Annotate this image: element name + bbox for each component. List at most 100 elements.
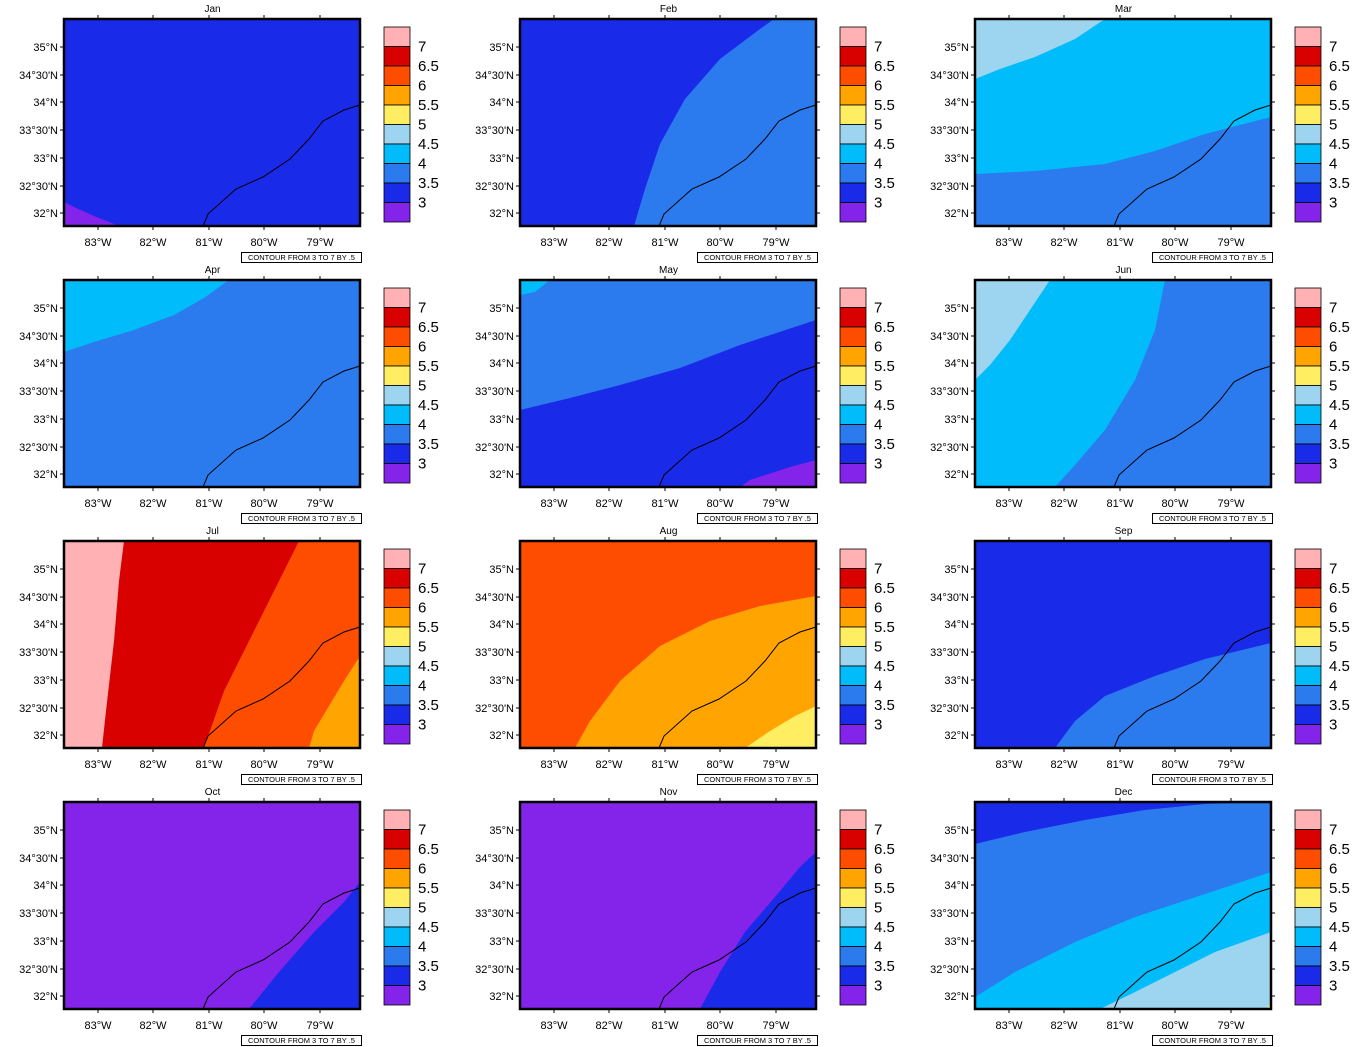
lat-label: 32°30'N: [19, 442, 58, 454]
lat-label: 33°30'N: [475, 386, 514, 398]
map-panel-mar: Mar 35°N 34°30'N 34°N 33°30'N 33°N 32°30'N 32°N…: [911, 0, 1365, 263]
colorbar-box-c6_5: [839, 587, 867, 608]
colorbar-label: 6: [418, 339, 426, 356]
lon-label: 81°W: [195, 759, 223, 771]
lat-label: 32°N: [489, 730, 514, 742]
lon-label: 82°W: [139, 498, 167, 510]
colorbar-box-c3: [1294, 724, 1322, 745]
colorbar-box-c5: [383, 907, 411, 928]
colorbar-box-c6_5: [839, 848, 867, 869]
lat-label: 33°N: [33, 414, 58, 426]
lat-label: 34°30'N: [19, 331, 58, 343]
colorbar-label: 6: [418, 600, 426, 617]
colorbar-box-c6_5: [383, 848, 411, 869]
colorbar-label: 3: [418, 456, 426, 473]
colorbar-label: 6: [1329, 339, 1337, 356]
lon-label: 83°W: [84, 237, 112, 249]
contour-info-box: CONTOUR FROM 3 TO 7 BY .5: [1152, 252, 1273, 263]
lat-label: 33°N: [944, 153, 969, 165]
colorbar-box-c3_5: [1294, 704, 1322, 725]
colorbar-box-c7: [1294, 829, 1322, 850]
lat-label: 35°N: [33, 825, 58, 837]
lon-label: 83°W: [540, 498, 568, 510]
map-fields: [520, 280, 817, 488]
colorbar-box-c5_5: [1294, 365, 1322, 386]
lon-label: 83°W: [84, 759, 112, 771]
lon-label: 82°W: [595, 498, 623, 510]
lon-label: 81°W: [651, 759, 679, 771]
map-panel-oct: Oct 35°N 34°30'N 34°N 33°30'N 33°N 32°30'N 32°N…: [0, 783, 455, 1046]
lat-label: 33°30'N: [930, 908, 969, 920]
colorbar-box-c5: [839, 385, 867, 406]
lat-label: 32°N: [33, 991, 58, 1003]
lat-label: 34°30'N: [930, 70, 969, 82]
colorbar-label: 3.5: [874, 958, 895, 975]
lon-label: 83°W: [995, 1020, 1023, 1032]
colorbar-label: 3.5: [1329, 175, 1350, 192]
lat-label: 34°N: [33, 619, 58, 631]
colorbar-box-c3_5: [1294, 182, 1322, 203]
colorbar-label: 5: [874, 378, 882, 395]
colorbar-label: 3: [1329, 717, 1337, 734]
map-svg: 35°N 34°30'N 34°N 33°30'N 33°N 32°30'N 32°N 83°…: [930, 798, 1350, 1032]
colorbar-box-c4_5: [839, 143, 867, 164]
lon-label: 80°W: [706, 1020, 734, 1032]
colorbar-label: 4: [874, 156, 882, 173]
lat-label: 34°30'N: [475, 592, 514, 604]
colorbar-label: 7: [1329, 300, 1337, 317]
lat-label: 34°30'N: [930, 853, 969, 865]
panel-title: Oct: [204, 787, 221, 798]
colorbar-box-c7plus: [1294, 809, 1322, 830]
lat-label: 32°30'N: [930, 181, 969, 193]
lat-label: 34°N: [944, 880, 969, 892]
lon-label: 82°W: [595, 759, 623, 771]
lon-label: 80°W: [1161, 1020, 1189, 1032]
lat-label: 34°30'N: [930, 592, 969, 604]
colorbar-box-c4_5: [1294, 665, 1322, 686]
lat-label: 32°N: [944, 469, 969, 481]
map-fields: [64, 19, 361, 227]
lon-label: 81°W: [195, 498, 223, 510]
colorbar-box-c6_5: [383, 65, 411, 86]
colorbar-label: 4: [874, 939, 882, 956]
map-fields: [975, 19, 1272, 227]
map-fields: [975, 541, 1272, 749]
map-fields: [520, 802, 817, 1010]
coastline: [1113, 365, 1272, 488]
colorbar-box-c7plus: [839, 26, 867, 47]
colorbar-box-c3_5: [839, 965, 867, 986]
contour-region-c6: [309, 656, 360, 748]
map-fields: [520, 19, 817, 227]
map-panel-apr: Apr 35°N 34°30'N 34°N 33°30'N 33°N 32°30'N 32°N…: [0, 261, 455, 524]
contour-region-c4: [634, 19, 816, 226]
colorbar-box-c3_5: [383, 965, 411, 986]
lat-label: 32°N: [33, 208, 58, 220]
map-frame: [62, 539, 362, 750]
colorbar-box-c5: [383, 124, 411, 145]
lat-label: 35°N: [489, 303, 514, 315]
colorbar-box-c3: [383, 724, 411, 745]
map-frame: [62, 278, 362, 489]
colorbar-box-c5: [383, 385, 411, 406]
colorbar-label: 4.5: [418, 397, 439, 414]
map-frame: [518, 278, 818, 489]
colorbar-label: 7: [418, 822, 426, 839]
colorbar-label: 3: [1329, 978, 1337, 995]
lat-label: 34°N: [489, 619, 514, 631]
colorbar-label: 3: [874, 978, 882, 995]
colorbar-box-c4: [383, 163, 411, 184]
coastline: [202, 887, 361, 1010]
colorbar-box-c4_5: [839, 665, 867, 686]
colorbar-label: 5.5: [418, 880, 439, 897]
map-svg: 35°N 34°30'N 34°N 33°30'N 33°N 32°30'N 32°N 83°…: [475, 276, 895, 510]
colorbar-box-c3_5: [383, 704, 411, 725]
colorbar-label: 6: [874, 861, 882, 878]
panel-title: Dec: [1114, 787, 1133, 798]
contour-region-c6_5: [204, 541, 360, 748]
colorbar-box-c6: [1294, 868, 1322, 889]
lat-label: 34°N: [944, 619, 969, 631]
colorbar-label: 7: [1329, 561, 1337, 578]
colorbar-label: 6: [874, 78, 882, 95]
lat-label: 32°30'N: [930, 442, 969, 454]
colorbar-box-c6_5: [383, 326, 411, 347]
